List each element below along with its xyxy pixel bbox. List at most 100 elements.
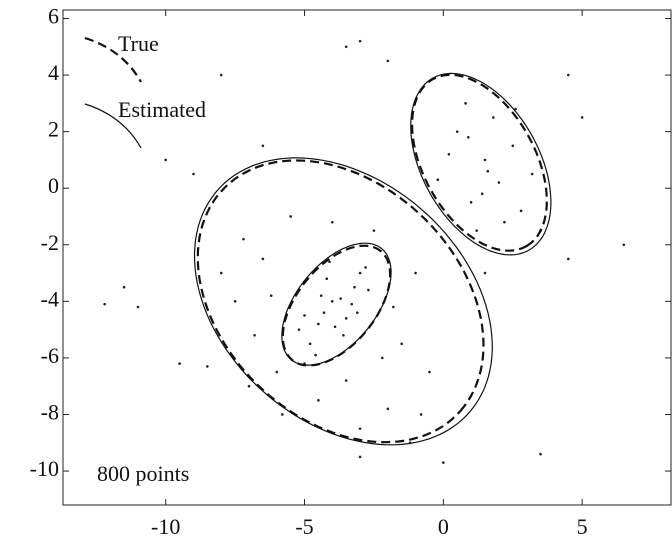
- point: [475, 229, 478, 232]
- point: [342, 333, 345, 337]
- point: [622, 243, 626, 247]
- point: [192, 172, 195, 176]
- point: [486, 169, 490, 173]
- legend-label: Estimated: [118, 97, 206, 122]
- point: [467, 135, 470, 139]
- point: [136, 305, 140, 309]
- point: [519, 209, 523, 213]
- point: [483, 158, 487, 162]
- point: [469, 201, 473, 204]
- point: [328, 260, 331, 264]
- point: [503, 220, 506, 224]
- point: [400, 342, 404, 346]
- point: [392, 305, 395, 309]
- plot-frame: [62, 9, 672, 506]
- ellipse: [411, 73, 548, 252]
- point: [269, 294, 273, 297]
- point: [339, 297, 342, 300]
- point: [281, 413, 284, 416]
- point: [386, 59, 390, 63]
- point: [419, 413, 423, 416]
- point: [317, 399, 320, 402]
- point: [566, 73, 570, 77]
- point: [122, 285, 126, 289]
- legend-swatch: [84, 103, 142, 149]
- point: [511, 144, 515, 148]
- point: [530, 172, 534, 176]
- point: [344, 379, 348, 382]
- point: [355, 311, 359, 314]
- ellipse: [410, 72, 552, 256]
- point: [447, 152, 451, 156]
- point: [455, 130, 459, 133]
- point: [253, 333, 256, 337]
- point: [317, 322, 320, 326]
- y-tick-label: -2: [41, 230, 59, 255]
- point: [580, 116, 584, 119]
- y-tick-label: 6: [48, 4, 59, 29]
- point: [372, 229, 376, 232]
- point: [514, 107, 517, 111]
- legend-swatch: [84, 36, 142, 83]
- point: [333, 325, 337, 329]
- point: [442, 461, 445, 464]
- point: [380, 356, 384, 360]
- point: [344, 45, 348, 49]
- point: [364, 266, 367, 269]
- point: [164, 158, 168, 162]
- point: [219, 73, 223, 77]
- y-tick-label: 0: [48, 173, 59, 198]
- point: [219, 271, 223, 275]
- point: [358, 455, 362, 459]
- point: [483, 271, 487, 275]
- point: [492, 116, 495, 119]
- point: [319, 294, 323, 297]
- x-tick-label: 0: [438, 514, 449, 539]
- x-tick-label: -10: [151, 514, 180, 539]
- point: [358, 271, 362, 275]
- point: [436, 178, 440, 182]
- ellipse: [193, 157, 493, 446]
- point: [261, 257, 265, 261]
- point: [367, 288, 370, 292]
- point: [261, 144, 265, 148]
- ellipse: [196, 159, 485, 444]
- point: [325, 277, 329, 281]
- point: [386, 407, 390, 411]
- y-tick-label: -6: [41, 343, 59, 368]
- y-tick-label: -8: [41, 400, 59, 425]
- point: [358, 39, 362, 43]
- point: [103, 302, 106, 306]
- point: [247, 384, 251, 388]
- y-tick-label: -4: [41, 286, 59, 311]
- point: [303, 314, 306, 317]
- point: [358, 427, 362, 430]
- point: [206, 365, 209, 368]
- point: [566, 257, 570, 261]
- point: [539, 452, 542, 456]
- point: [353, 285, 356, 289]
- point: [233, 300, 237, 303]
- point: [464, 102, 467, 105]
- point: [480, 192, 484, 196]
- point: [344, 317, 348, 320]
- point: [314, 353, 317, 357]
- point: [289, 215, 292, 218]
- point: [428, 370, 431, 374]
- point: [308, 342, 312, 346]
- ellipse: [281, 242, 392, 366]
- point: [350, 302, 354, 306]
- y-tick-label: 4: [48, 60, 59, 85]
- point: [275, 370, 279, 374]
- point: [497, 181, 501, 184]
- x-tick-label: -5: [295, 514, 313, 539]
- point: [322, 311, 326, 314]
- point: [330, 220, 334, 224]
- point: [242, 237, 245, 241]
- y-tick-label: -10: [30, 456, 59, 481]
- y-tick-label: 2: [48, 117, 59, 142]
- x-tick-label: 5: [577, 514, 588, 539]
- point: [178, 362, 181, 365]
- point: [414, 271, 417, 275]
